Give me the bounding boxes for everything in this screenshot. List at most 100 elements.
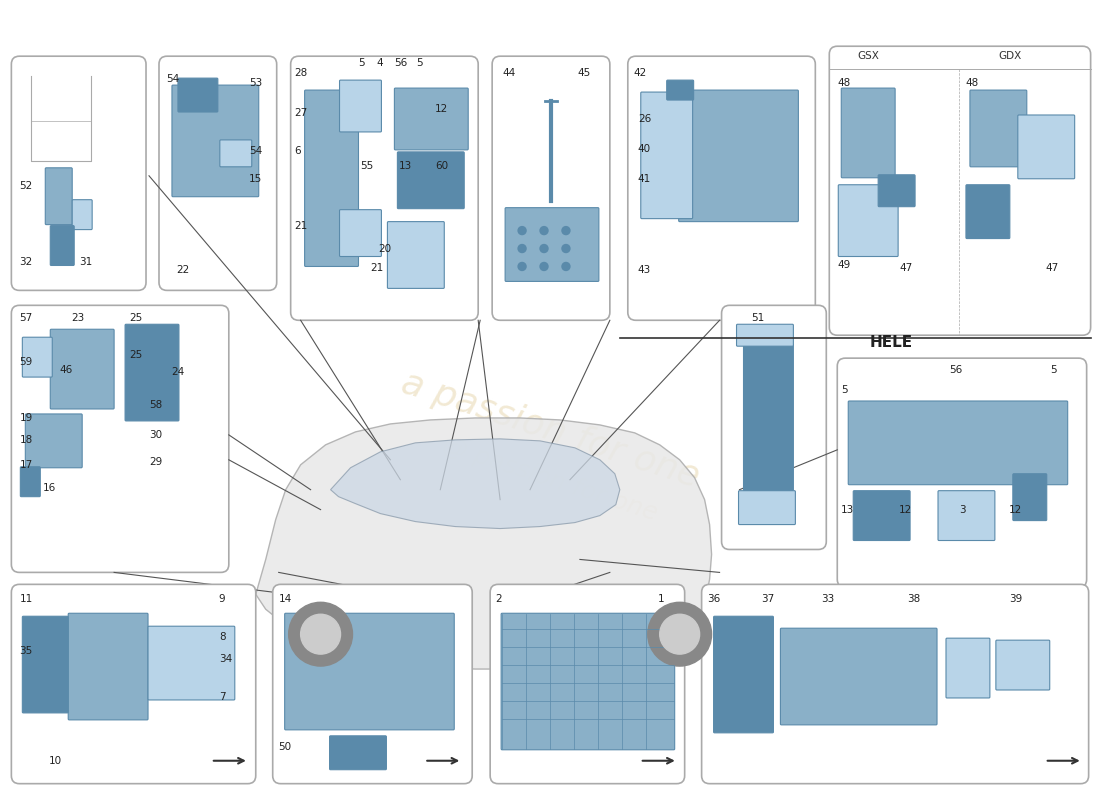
Text: GSX: GSX xyxy=(857,51,879,61)
Text: 50: 50 xyxy=(278,742,292,752)
FancyBboxPatch shape xyxy=(68,614,148,720)
Text: 13: 13 xyxy=(398,161,411,171)
Text: 51: 51 xyxy=(751,314,764,323)
FancyBboxPatch shape xyxy=(172,85,258,197)
Text: 55: 55 xyxy=(361,161,374,171)
Text: 11: 11 xyxy=(20,594,33,604)
Text: 54: 54 xyxy=(166,74,179,84)
Text: 48: 48 xyxy=(965,78,978,88)
Text: 36: 36 xyxy=(707,594,721,604)
FancyBboxPatch shape xyxy=(160,56,277,290)
Text: 21: 21 xyxy=(371,263,384,274)
Circle shape xyxy=(540,245,548,253)
FancyBboxPatch shape xyxy=(11,306,229,572)
Text: 37: 37 xyxy=(761,594,774,604)
FancyBboxPatch shape xyxy=(744,344,793,490)
FancyBboxPatch shape xyxy=(780,628,937,725)
Circle shape xyxy=(562,226,570,234)
Text: 1: 1 xyxy=(658,594,664,604)
Text: 47: 47 xyxy=(1045,263,1058,274)
Text: 5: 5 xyxy=(359,58,365,68)
Circle shape xyxy=(648,602,712,666)
Text: 39: 39 xyxy=(1009,594,1022,604)
Text: 14: 14 xyxy=(278,594,292,604)
FancyBboxPatch shape xyxy=(1013,474,1047,521)
Text: 44: 44 xyxy=(502,68,516,78)
Text: 41: 41 xyxy=(638,174,651,184)
FancyBboxPatch shape xyxy=(148,626,234,700)
Text: 26: 26 xyxy=(638,114,651,124)
Text: 42: 42 xyxy=(634,68,647,78)
FancyBboxPatch shape xyxy=(679,90,799,222)
FancyBboxPatch shape xyxy=(837,358,1087,587)
FancyBboxPatch shape xyxy=(290,56,478,320)
Text: HELE: HELE xyxy=(869,334,912,350)
Text: 15: 15 xyxy=(249,174,262,184)
Text: a passion for one: a passion for one xyxy=(397,366,703,494)
FancyBboxPatch shape xyxy=(842,88,895,178)
FancyBboxPatch shape xyxy=(848,401,1068,485)
Circle shape xyxy=(562,245,570,253)
FancyBboxPatch shape xyxy=(45,168,73,225)
Text: 29: 29 xyxy=(148,457,163,466)
Text: 5: 5 xyxy=(842,385,848,395)
FancyBboxPatch shape xyxy=(340,80,382,132)
Circle shape xyxy=(518,245,526,253)
Text: 10: 10 xyxy=(50,756,63,766)
Text: 12: 12 xyxy=(434,104,449,114)
Text: @ passion for one: @ passion for one xyxy=(439,434,661,526)
FancyBboxPatch shape xyxy=(11,56,146,290)
Text: 43: 43 xyxy=(638,266,651,275)
FancyBboxPatch shape xyxy=(946,638,990,698)
FancyBboxPatch shape xyxy=(491,584,684,784)
FancyBboxPatch shape xyxy=(966,185,1010,238)
Text: 40: 40 xyxy=(638,144,651,154)
Text: 5: 5 xyxy=(416,58,424,68)
Text: 48: 48 xyxy=(837,78,850,88)
Text: 23: 23 xyxy=(72,314,85,323)
FancyBboxPatch shape xyxy=(51,226,74,266)
Text: 28: 28 xyxy=(295,68,308,78)
FancyBboxPatch shape xyxy=(305,90,359,266)
Text: 56: 56 xyxy=(949,365,962,375)
Text: 7: 7 xyxy=(219,692,225,702)
Text: 4: 4 xyxy=(376,58,383,68)
Text: 33: 33 xyxy=(822,594,835,604)
FancyBboxPatch shape xyxy=(330,736,386,770)
FancyBboxPatch shape xyxy=(878,174,915,206)
Text: 22: 22 xyxy=(176,266,189,275)
Polygon shape xyxy=(331,439,619,529)
Text: 13: 13 xyxy=(842,505,855,514)
Text: 35: 35 xyxy=(20,646,33,656)
Text: 38: 38 xyxy=(908,594,921,604)
FancyBboxPatch shape xyxy=(628,56,815,320)
Text: 24: 24 xyxy=(170,367,184,377)
FancyBboxPatch shape xyxy=(397,152,464,209)
Text: 53: 53 xyxy=(249,78,262,88)
Circle shape xyxy=(562,262,570,270)
FancyBboxPatch shape xyxy=(285,614,454,730)
FancyBboxPatch shape xyxy=(273,584,472,784)
Polygon shape xyxy=(255,418,712,669)
Text: 60: 60 xyxy=(436,161,449,171)
Text: 45: 45 xyxy=(578,68,591,78)
FancyBboxPatch shape xyxy=(11,584,255,784)
Text: 3: 3 xyxy=(959,505,966,514)
Text: 9: 9 xyxy=(219,594,225,604)
Circle shape xyxy=(540,262,548,270)
Text: 32: 32 xyxy=(20,258,33,267)
FancyBboxPatch shape xyxy=(641,92,693,218)
Text: 46: 46 xyxy=(59,365,73,375)
Circle shape xyxy=(540,226,548,234)
Text: 19: 19 xyxy=(20,413,33,423)
FancyBboxPatch shape xyxy=(714,616,773,733)
FancyBboxPatch shape xyxy=(25,414,82,468)
Text: 31: 31 xyxy=(79,258,92,267)
Text: 18: 18 xyxy=(20,435,33,445)
Text: 58: 58 xyxy=(148,400,163,410)
FancyBboxPatch shape xyxy=(492,56,609,320)
FancyBboxPatch shape xyxy=(996,640,1049,690)
Text: 16: 16 xyxy=(43,482,56,493)
FancyBboxPatch shape xyxy=(125,324,179,421)
Text: 21: 21 xyxy=(295,221,308,230)
